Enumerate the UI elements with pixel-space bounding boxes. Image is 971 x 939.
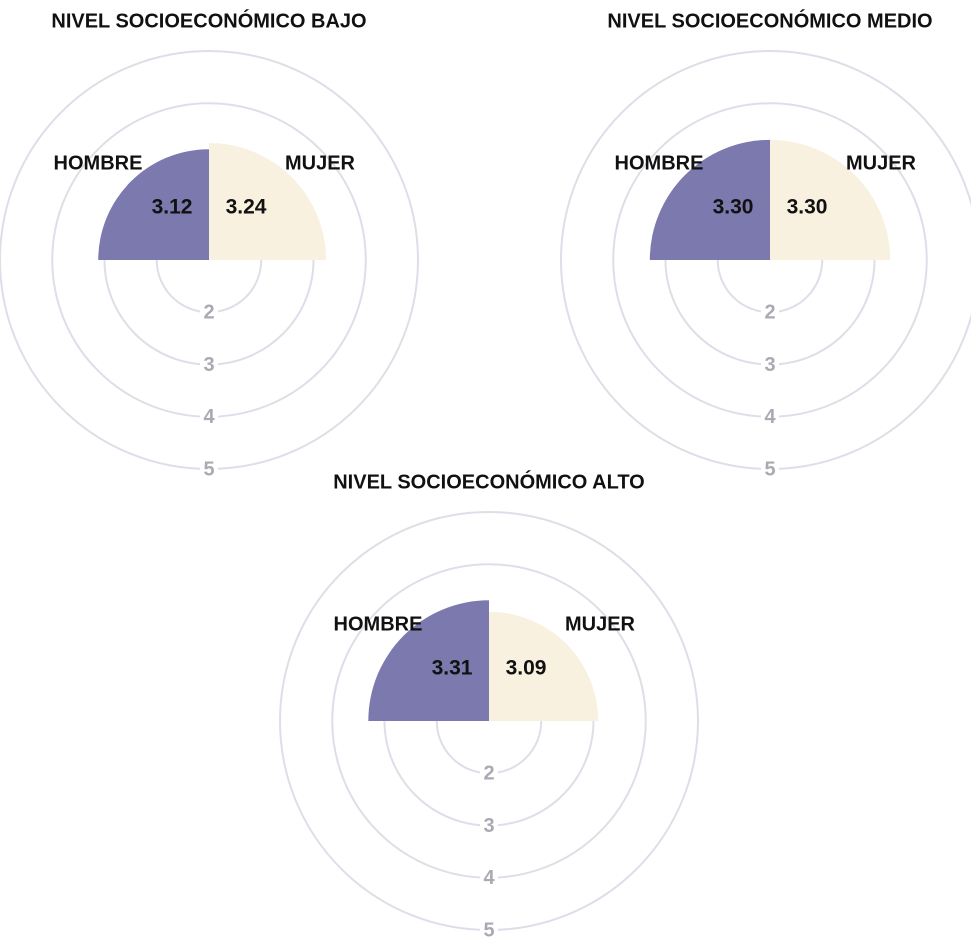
tick-bg [200, 458, 218, 480]
tick-bg [761, 405, 779, 428]
tick-bg [480, 762, 498, 785]
wedge [770, 139, 891, 260]
value-label: 3.30 [787, 196, 828, 219]
r-tick-label: 5 [483, 919, 494, 939]
wedge [489, 611, 599, 721]
tick-bg [761, 301, 779, 324]
r-tick-label: 4 [483, 867, 495, 889]
chart-title: NIVEL SOCIOECONÓMICO ALTO [333, 469, 645, 493]
tick-bg [761, 458, 779, 480]
tick-bg [761, 353, 779, 376]
r-tick-label: 3 [483, 815, 494, 837]
value-label: 3.24 [226, 196, 267, 219]
chart-title: NIVEL SOCIOECONÓMICO BAJO [51, 8, 366, 32]
wedge [649, 139, 770, 260]
tick-bg [200, 353, 218, 376]
category-label: MUJER [846, 152, 917, 174]
wedge [209, 142, 327, 260]
category-label: MUJER [565, 613, 636, 635]
value-label: 3.30 [713, 196, 754, 219]
category-label: HOMBRE [334, 613, 423, 635]
r-tick-label: 2 [483, 763, 494, 785]
wedge [368, 600, 489, 721]
category-label: HOMBRE [615, 152, 704, 174]
tick-bg [480, 919, 498, 939]
chart-title: NIVEL SOCIOECONÓMICO MEDIO [607, 8, 932, 32]
r-tick-label: 4 [764, 406, 776, 428]
r-tick-label: 3 [764, 354, 775, 376]
r-tick-label: 4 [203, 406, 215, 428]
tick-bg [200, 405, 218, 428]
r-tick-label: 3 [203, 354, 214, 376]
tick-bg [480, 814, 498, 837]
r-tick-label: 5 [764, 458, 775, 480]
r-tick-label: 5 [203, 458, 214, 480]
wedge [98, 149, 209, 260]
value-label: 3.09 [506, 657, 547, 680]
r-tick-label: 2 [203, 302, 214, 324]
tick-bg [200, 301, 218, 324]
tick-bg [480, 866, 498, 889]
value-label: 3.12 [152, 196, 193, 219]
category-label: MUJER [285, 152, 356, 174]
value-label: 3.31 [432, 657, 473, 680]
r-tick-label: 2 [764, 302, 775, 324]
category-label: HOMBRE [54, 152, 143, 174]
